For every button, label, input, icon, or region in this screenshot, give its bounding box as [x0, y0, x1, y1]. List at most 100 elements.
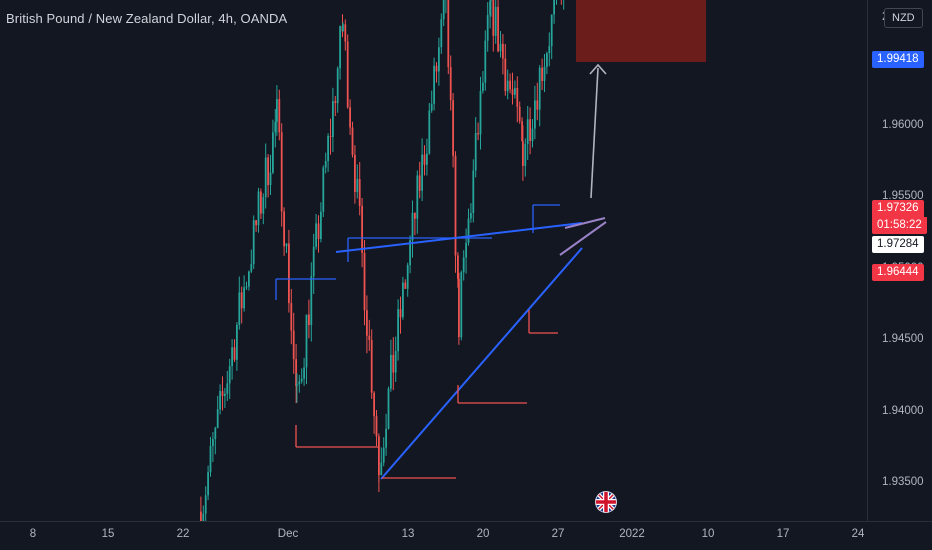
candle-body	[280, 132, 283, 212]
candle-body	[477, 133, 479, 135]
candle-body	[387, 388, 390, 429]
candle-body	[292, 330, 295, 360]
candle-body	[406, 265, 409, 289]
candle-body	[336, 68, 339, 104]
candle-body	[499, 43, 502, 52]
candle-body	[382, 447, 385, 463]
candle-body	[460, 272, 463, 338]
candle-body	[449, 67, 452, 101]
candle-body	[233, 347, 236, 360]
upper-trendline-extension	[564, 217, 606, 229]
candle-body	[339, 26, 341, 69]
candle-body	[240, 292, 243, 309]
candle-body	[274, 121, 277, 133]
candle-body	[526, 119, 529, 144]
candle-body	[543, 66, 546, 81]
candle-body	[462, 257, 465, 273]
time-tick: 10	[701, 528, 715, 540]
candle-body	[511, 89, 514, 95]
candle-body	[484, 40, 487, 83]
candle-body	[472, 170, 475, 214]
candle-body	[467, 218, 470, 243]
candle-body	[231, 347, 233, 367]
candle-body	[356, 179, 359, 193]
candle-body	[416, 175, 419, 219]
candle-body	[228, 366, 231, 384]
candle-body	[454, 155, 457, 256]
candle-body	[358, 179, 361, 206]
candle-body	[226, 383, 229, 394]
currency-badge[interactable]: NZD	[884, 8, 923, 28]
price-tick: 1.96000	[882, 118, 924, 131]
price-scale[interactable]: 2. 1.990001.985001.980001.975001.960001.…	[867, 0, 932, 521]
candle-body	[373, 392, 375, 417]
candle-body	[216, 409, 219, 428]
candle-body	[250, 264, 253, 272]
candle-body	[315, 223, 317, 247]
candle-body	[452, 100, 454, 156]
symbol-title[interactable]: British Pound / New Zealand Dollar, 4h, …	[6, 11, 288, 26]
candle-body	[361, 205, 363, 253]
candle-body	[438, 47, 440, 72]
candle-body	[490, 0, 492, 1]
candle-body	[546, 53, 548, 67]
candle-body	[458, 278, 460, 338]
candle-body	[394, 351, 397, 373]
candle-body	[380, 462, 383, 476]
candle-body	[457, 255, 459, 279]
candle-body	[252, 220, 255, 265]
candle-body	[276, 99, 278, 122]
candle-body	[470, 213, 472, 219]
candle-body	[238, 292, 241, 325]
candle-body	[482, 82, 484, 91]
candle-body	[399, 309, 402, 318]
candle-body	[529, 119, 531, 142]
candle-body	[332, 101, 334, 137]
candle-body	[351, 127, 354, 155]
candle-body	[479, 90, 482, 135]
time-tick: 20	[476, 528, 490, 540]
candle-body	[303, 367, 305, 379]
candle-body	[285, 243, 288, 247]
candle-body	[531, 128, 534, 142]
price-tick: 1.95500	[882, 190, 924, 202]
candle-body	[269, 172, 272, 186]
candle-body	[536, 100, 539, 110]
rising-trendline	[380, 247, 583, 480]
candle-body	[375, 416, 378, 437]
current-price-badge: 1.97326	[872, 200, 924, 217]
chart-svg	[200, 0, 706, 521]
price-tick: 1.94000	[882, 404, 924, 417]
uk-flag-icon[interactable]	[595, 491, 617, 513]
candle-body	[346, 41, 349, 108]
time-tick: 22	[176, 528, 190, 540]
candle-body	[404, 282, 407, 289]
candle-body	[418, 175, 421, 191]
candle-body	[428, 110, 431, 154]
candle-body	[435, 65, 438, 72]
candle-body	[200, 511, 202, 521]
candle-body	[366, 310, 368, 336]
candle-body	[264, 157, 267, 198]
candle-body	[516, 88, 519, 107]
candle-body	[502, 43, 504, 59]
candle-body	[257, 191, 260, 226]
time-axis[interactable]: 8 15 22 Dec 13 20 27 2022 10 17 24	[0, 521, 932, 550]
candle-body	[245, 286, 248, 288]
chart-canvas[interactable]: British Pound / New Zealand Dollar, 4h, …	[0, 0, 867, 521]
candle-body	[243, 287, 245, 309]
candle-body	[411, 212, 414, 241]
candle-body	[248, 271, 250, 287]
entry-price-badge: 1.97284	[872, 236, 924, 253]
candle-body	[221, 391, 224, 396]
candle-body	[465, 242, 467, 258]
candle-body	[278, 99, 281, 133]
candle-body	[524, 143, 527, 166]
time-tick: 15	[101, 528, 115, 540]
stop-price-badge: 1.96444	[872, 264, 924, 281]
candle-body	[267, 157, 269, 186]
candle-body	[538, 67, 541, 110]
candle-body	[553, 0, 555, 15]
candle-body	[214, 427, 217, 440]
candle-body	[327, 136, 329, 162]
